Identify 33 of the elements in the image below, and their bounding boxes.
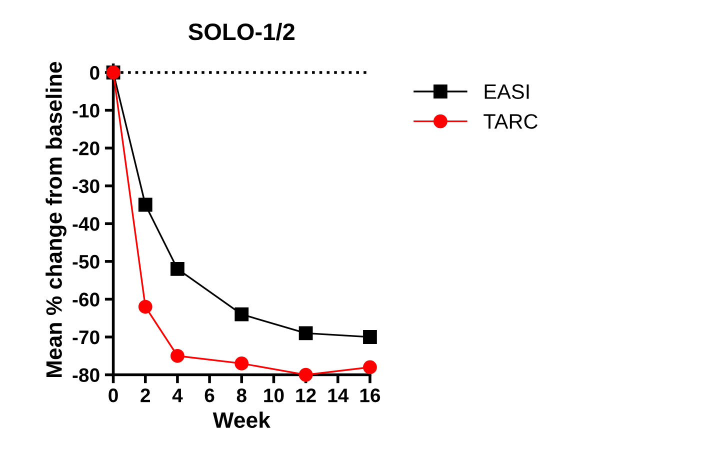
x-tick-label: 6 — [204, 388, 214, 402]
chart-title: SOLO-1/2 — [188, 22, 294, 40]
point — [234, 356, 249, 370]
x-tick-label: 14 — [328, 388, 349, 402]
point — [234, 307, 249, 322]
y-tick-label: -20 — [72, 142, 100, 156]
x-axis-title: Week — [212, 412, 270, 428]
x-tick-label: 16 — [360, 388, 380, 402]
y-tick-label: 0 — [90, 66, 100, 80]
y-tick-label: -60 — [72, 292, 100, 306]
legend-label: TARC — [484, 114, 538, 129]
point — [363, 360, 377, 374]
y-tick-label: -30 — [72, 179, 100, 194]
point — [298, 326, 313, 340]
point — [298, 368, 313, 382]
x-tick-label: 2 — [140, 388, 150, 402]
legend-label: EASI — [484, 84, 529, 99]
point — [363, 330, 377, 344]
point — [138, 198, 152, 212]
x-tick-label: 0 — [108, 388, 118, 402]
x-tick-label: 12 — [296, 388, 316, 402]
y-axis-title: Mean % change from baseline — [46, 62, 66, 378]
x-tick-label: 10 — [264, 388, 284, 402]
point — [170, 348, 184, 363]
x-tick-label: 4 — [172, 388, 183, 402]
point — [138, 300, 152, 314]
y-tick-label: -80 — [72, 368, 100, 382]
y-tick-label: -50 — [72, 254, 100, 269]
x-tick-label: 8 — [236, 388, 246, 402]
y-tick-label: -10 — [72, 104, 100, 118]
y-tick-label: -70 — [72, 330, 100, 344]
point — [170, 262, 184, 276]
y-tick-label: -40 — [72, 217, 100, 231]
